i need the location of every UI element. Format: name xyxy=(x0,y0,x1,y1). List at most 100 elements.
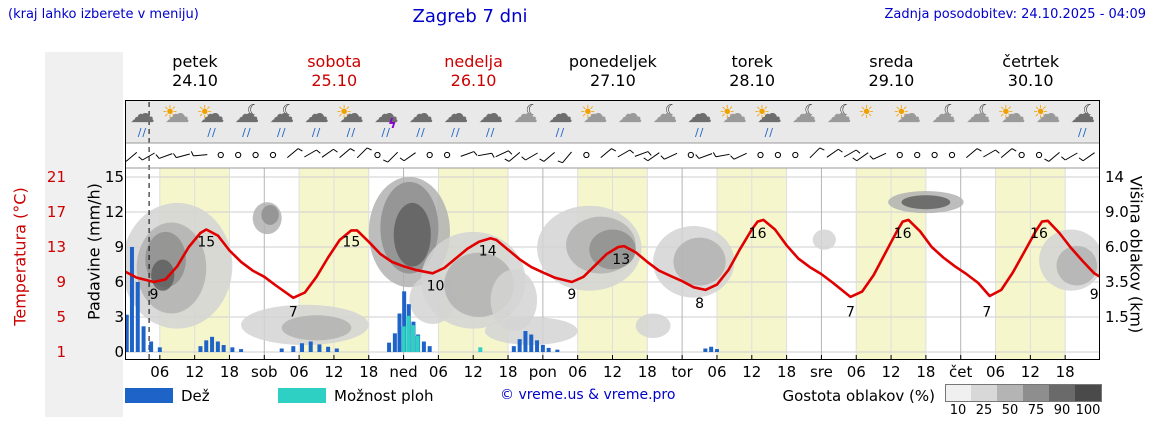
svg-text:8: 8 xyxy=(695,296,704,312)
day-name: sreda xyxy=(869,52,914,71)
svg-text:16: 16 xyxy=(1030,226,1048,242)
x-tick-pon: pon xyxy=(528,363,557,381)
x-tick-06: 06 xyxy=(568,363,588,381)
day-date: 28.10 xyxy=(729,71,776,90)
density-tick: 50 xyxy=(1001,403,1019,418)
page-title: Zagreb 7 dni xyxy=(412,6,528,27)
density-tick: 90 xyxy=(1053,403,1071,418)
x-tick-12: 12 xyxy=(1020,363,1040,381)
temp-tick: 13 xyxy=(46,238,66,256)
day-name: četrtek xyxy=(1002,52,1060,71)
day-name: nedelja xyxy=(444,52,503,71)
density-tick: 25 xyxy=(975,403,993,418)
x-tick-sre: sre xyxy=(809,363,833,381)
x-tick-06: 06 xyxy=(707,363,727,381)
x-tick-12: 12 xyxy=(742,363,762,381)
temp-tick: 9 xyxy=(56,273,66,291)
temp-tick: 21 xyxy=(46,168,66,186)
svg-text:9: 9 xyxy=(1090,287,1099,303)
day-header-nedelja: nedelja 26.10 xyxy=(404,52,544,90)
last-update-text: Zadnja posodobitev: 24.10.2025 - 04:09 xyxy=(884,7,1146,22)
x-tick-06: 06 xyxy=(428,363,448,381)
x-tick-12: 12 xyxy=(185,363,205,381)
rain-tick: 9 xyxy=(114,238,124,256)
density-tick: 10 xyxy=(949,403,967,418)
temperature-labels: 9 15 7 15 10 14 9 13 8 16 7 16 7 16 9 xyxy=(150,226,1099,321)
x-tick-čet: čet xyxy=(949,363,973,381)
svg-text:14: 14 xyxy=(479,243,497,259)
svg-text:10: 10 xyxy=(427,278,445,294)
x-tick-06: 06 xyxy=(846,363,866,381)
temp-tick: 5 xyxy=(56,308,66,326)
x-tick-18: 18 xyxy=(777,363,797,381)
x-tick-18: 18 xyxy=(359,363,379,381)
svg-text:16: 16 xyxy=(749,226,767,242)
day-date: 24.10 xyxy=(172,71,218,90)
rain-tick: 0 xyxy=(114,343,124,361)
svg-text:9: 9 xyxy=(567,287,576,303)
credit-link[interactable]: © vreme.us & vreme.pro xyxy=(500,387,676,403)
day-header-sobota: sobota 25.10 xyxy=(264,52,404,90)
density-box-10 xyxy=(945,384,973,402)
density-box-90 xyxy=(1049,384,1076,402)
day-date: 29.10 xyxy=(868,71,915,90)
menu-hint-text: (kraj lahko izberete v meniju) xyxy=(8,7,199,22)
density-box-100 xyxy=(1075,384,1102,402)
x-tick-12: 12 xyxy=(602,363,623,381)
x-tick-06: 06 xyxy=(289,363,309,381)
wind-barbs xyxy=(125,147,1095,164)
density-tick: 75 xyxy=(1027,403,1045,418)
temp-tick: 17 xyxy=(46,203,66,221)
x-tick-18: 18 xyxy=(498,363,518,381)
temperature-line xyxy=(125,218,1100,300)
day-name: petek xyxy=(172,52,218,71)
day-name: sobota xyxy=(307,52,362,71)
rain-legend-label: Dež xyxy=(181,387,210,405)
cloud-height-tick: 14 xyxy=(1105,168,1125,186)
day-date: 27.10 xyxy=(589,71,636,90)
meteogram-plot: 9 15 7 15 10 14 9 13 8 16 7 16 7 16 9 xyxy=(125,100,1100,360)
x-tick-sob: sob xyxy=(251,363,278,381)
day-date: 26.10 xyxy=(450,71,497,90)
x-tick-ned: ned xyxy=(389,363,418,381)
cloud-height-tick: 6.0 xyxy=(1105,238,1129,256)
x-tick-12: 12 xyxy=(463,363,483,381)
cloud-layers xyxy=(125,177,1100,345)
day-header-ponedeljek: ponedeljek 27.10 xyxy=(543,52,683,90)
rain-tick: 15 xyxy=(104,168,124,186)
density-box-50 xyxy=(997,384,1024,402)
day-name: torek xyxy=(731,52,773,71)
svg-text:7: 7 xyxy=(846,305,855,321)
x-tick-18: 18 xyxy=(916,363,936,381)
density-tick: 100 xyxy=(1075,403,1101,418)
svg-text:7: 7 xyxy=(289,305,298,321)
density-box-75 xyxy=(1023,384,1050,402)
rain-legend-swatch xyxy=(125,388,173,403)
x-tick-18: 18 xyxy=(1055,363,1075,381)
showers-legend-swatch xyxy=(278,388,326,403)
rain-tick: 3 xyxy=(114,308,124,326)
svg-text:13: 13 xyxy=(612,252,630,268)
rain-tick: 12 xyxy=(104,203,124,221)
x-tick-18: 18 xyxy=(637,363,657,381)
showers-legend-label: Možnost ploh xyxy=(334,387,434,405)
cloud-height-tick: 1.5 xyxy=(1105,308,1129,326)
shower-bars xyxy=(401,315,483,352)
svg-text:7: 7 xyxy=(982,305,991,321)
cloud-height-tick: 9.0 xyxy=(1105,203,1129,221)
x-tick-18: 18 xyxy=(219,363,239,381)
icon-band-bg xyxy=(125,100,1100,143)
x-tick-tor: tor xyxy=(671,363,693,381)
day-date: 25.10 xyxy=(311,71,358,90)
rain-tick: 6 xyxy=(114,273,124,291)
plot-frame xyxy=(125,100,1100,360)
day-name: ponedeljek xyxy=(568,52,657,71)
temp-tick: 1 xyxy=(56,343,66,361)
x-tick-06: 06 xyxy=(150,363,170,381)
x-tick-12: 12 xyxy=(324,363,344,381)
svg-text:16: 16 xyxy=(894,226,912,242)
day-header-četrtek: četrtek 30.10 xyxy=(961,52,1101,90)
x-tick-06: 06 xyxy=(985,363,1006,381)
day-header-petek: petek 24.10 xyxy=(125,52,265,90)
